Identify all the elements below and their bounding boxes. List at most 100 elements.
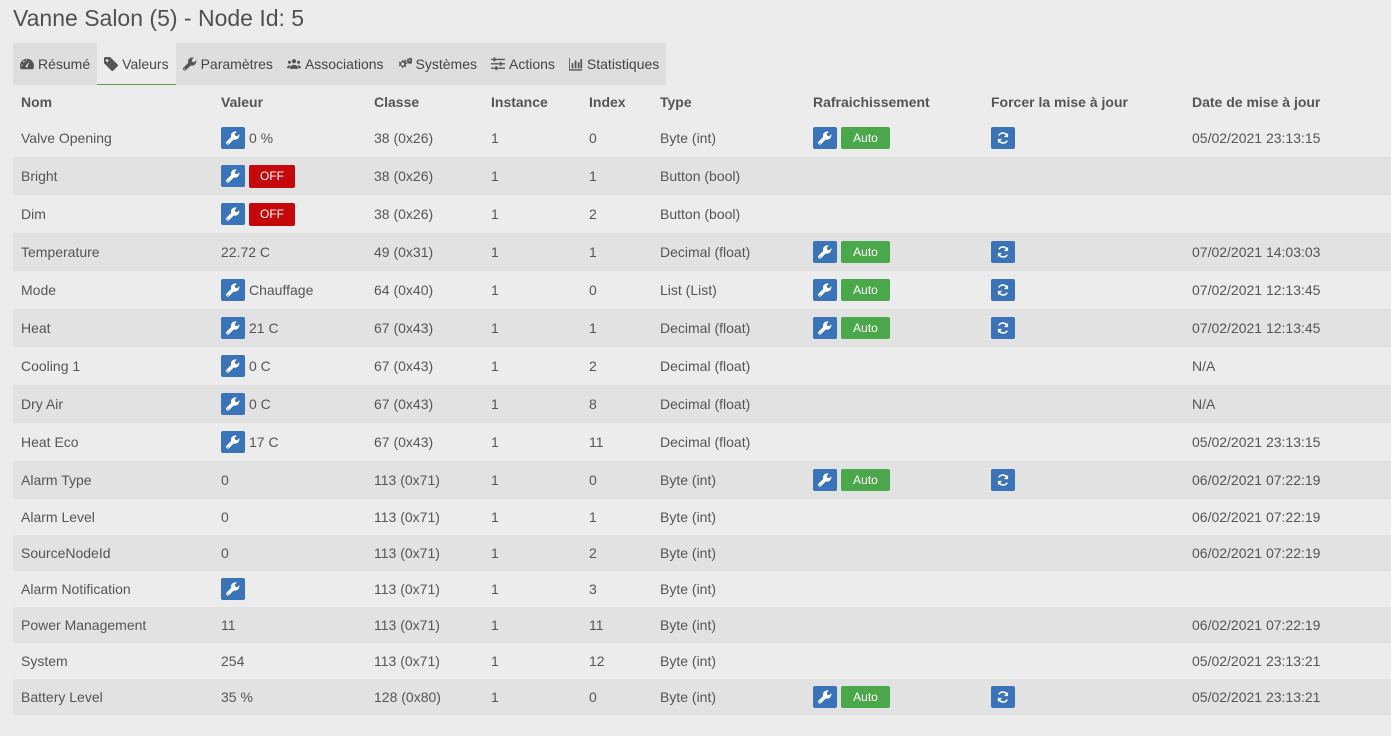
cell-index: 1 <box>589 320 597 336</box>
edit-value-button[interactable] <box>221 317 245 339</box>
cell-date <box>1184 571 1391 607</box>
cell-rafraichissement <box>805 499 983 535</box>
edit-value-button[interactable] <box>221 431 245 453</box>
cell-type: Button (bool) <box>660 206 741 222</box>
force-update-button[interactable] <box>991 317 1015 339</box>
edit-value-button[interactable] <box>221 127 245 149</box>
force-update-button[interactable] <box>991 241 1015 263</box>
table-row: Bright OFF 38 (0x26) 1 1 Button (bool) <box>13 157 1391 195</box>
cell-classe: 67 (0x43) <box>374 434 434 450</box>
cell-rafraichissement <box>805 157 983 195</box>
wrench-icon <box>818 690 832 704</box>
cell-type: Decimal (float) <box>660 396 751 412</box>
cell-instance: 1 <box>491 509 499 525</box>
edit-value-button[interactable] <box>221 279 245 301</box>
column-header-nom: Nom <box>21 94 53 110</box>
edit-value-button[interactable] <box>221 393 245 415</box>
auto-refresh-badge[interactable]: Auto <box>841 127 890 149</box>
edit-refresh-button[interactable] <box>813 686 837 708</box>
cell-valeur <box>213 571 366 607</box>
bar-chart-icon <box>569 57 583 71</box>
table-row: Battery Level 35 % 128 (0x80) 1 0 Byte (int) A… <box>13 679 1391 715</box>
cell-forcer <box>983 571 1184 607</box>
edit-value-button[interactable] <box>221 578 245 600</box>
table-row: Temperature 22.72 C 49 (0x31) 1 1 Decimal (fl… <box>13 233 1391 271</box>
cell-index: 2 <box>589 545 597 561</box>
cell-forcer <box>983 535 1184 571</box>
force-update-button[interactable] <box>991 127 1015 149</box>
cell-nom: SourceNodeId <box>21 545 111 561</box>
cell-type: Decimal (float) <box>660 358 751 374</box>
auto-refresh-badge[interactable]: Auto <box>841 686 890 708</box>
cell-classe: 67 (0x43) <box>374 396 434 412</box>
cell-classe: 113 (0x71) <box>374 472 440 488</box>
edit-value-button[interactable] <box>221 203 245 225</box>
edit-refresh-button[interactable] <box>813 469 837 491</box>
auto-refresh-badge[interactable]: Auto <box>841 241 890 263</box>
cell-forcer <box>983 271 1184 309</box>
cell-classe: 38 (0x26) <box>374 206 434 222</box>
value-text: 0 C <box>249 358 271 374</box>
cell-date <box>1184 195 1391 233</box>
auto-refresh-badge[interactable]: Auto <box>841 279 890 301</box>
wrench-icon <box>226 169 240 183</box>
cell-date: N/A <box>1192 358 1216 374</box>
cell-valeur: 0 <box>213 535 366 571</box>
tab-resume[interactable]: Résumé <box>13 43 97 85</box>
force-update-button[interactable] <box>991 279 1015 301</box>
tab-associations[interactable]: Associations <box>280 43 391 85</box>
force-update-button[interactable] <box>991 469 1015 491</box>
edit-refresh-button[interactable] <box>813 317 837 339</box>
wrench-icon <box>226 397 240 411</box>
cell-rafraichissement <box>805 385 983 423</box>
toggle-off-button[interactable]: OFF <box>249 164 295 188</box>
cell-rafraichissement: Auto <box>805 679 983 715</box>
column-header-classe: Classe <box>374 94 420 110</box>
table-row: SourceNodeId 0 113 (0x71) 1 2 Byte (int) 06/02… <box>13 535 1391 571</box>
cell-classe: 67 (0x43) <box>374 320 434 336</box>
tab-parametres[interactable]: Paramètres <box>176 43 280 85</box>
edit-refresh-button[interactable] <box>813 279 837 301</box>
cell-nom: Alarm Level <box>21 509 95 525</box>
cell-date: 05/02/2021 23:13:21 <box>1192 653 1321 669</box>
cell-nom: Power Management <box>21 617 147 633</box>
cell-date: 06/02/2021 07:22:19 <box>1192 472 1321 488</box>
table-row: Valve Opening 0 % 38 (0x26) 1 0 Byte (int) Aut… <box>13 119 1391 157</box>
cell-type: Decimal (float) <box>660 320 751 336</box>
table-header-row: Nom Valeur Classe Instance Index Type Ra… <box>13 85 1391 119</box>
cell-date: 05/02/2021 23:13:15 <box>1192 130 1321 146</box>
cogs-icon <box>398 57 412 71</box>
table-row: Power Management 11 113 (0x71) 1 11 Byte (int… <box>13 607 1391 643</box>
cell-valeur: 0 <box>213 461 366 499</box>
tab-systemes[interactable]: Systèmes <box>391 43 484 85</box>
edit-value-button[interactable] <box>221 165 245 187</box>
edit-value-button[interactable] <box>221 355 245 377</box>
value-text: 0 <box>221 472 229 488</box>
tab-label: Associations <box>304 56 384 72</box>
wrench-icon <box>226 321 240 335</box>
auto-refresh-badge[interactable]: Auto <box>841 469 890 491</box>
cell-index: 0 <box>589 689 597 705</box>
edit-refresh-button[interactable] <box>813 241 837 263</box>
cell-type: Byte (int) <box>660 581 717 597</box>
cell-instance: 1 <box>491 358 499 374</box>
cell-instance: 1 <box>491 396 499 412</box>
cell-instance: 1 <box>491 545 499 561</box>
toggle-off-button[interactable]: OFF <box>249 202 295 226</box>
cell-type: Byte (int) <box>660 617 717 633</box>
tab-actions[interactable]: Actions <box>484 43 562 85</box>
force-update-button[interactable] <box>991 686 1015 708</box>
tab-statistiques[interactable]: Statistiques <box>562 43 666 85</box>
auto-refresh-badge[interactable]: Auto <box>841 317 890 339</box>
column-header-forcer: Forcer la mise à jour <box>991 94 1128 110</box>
dashboard-icon <box>20 57 34 71</box>
edit-refresh-button[interactable] <box>813 127 837 149</box>
cell-forcer <box>983 119 1184 157</box>
cell-date: 07/02/2021 12:13:45 <box>1192 282 1321 298</box>
tab-valeurs[interactable]: Valeurs <box>97 43 176 85</box>
cell-index: 2 <box>589 358 597 374</box>
refresh-icon <box>996 690 1010 704</box>
cell-rafraichissement: Auto <box>805 461 983 499</box>
cell-valeur: 17 C <box>213 423 366 461</box>
cell-valeur: Chauffage <box>213 271 366 309</box>
